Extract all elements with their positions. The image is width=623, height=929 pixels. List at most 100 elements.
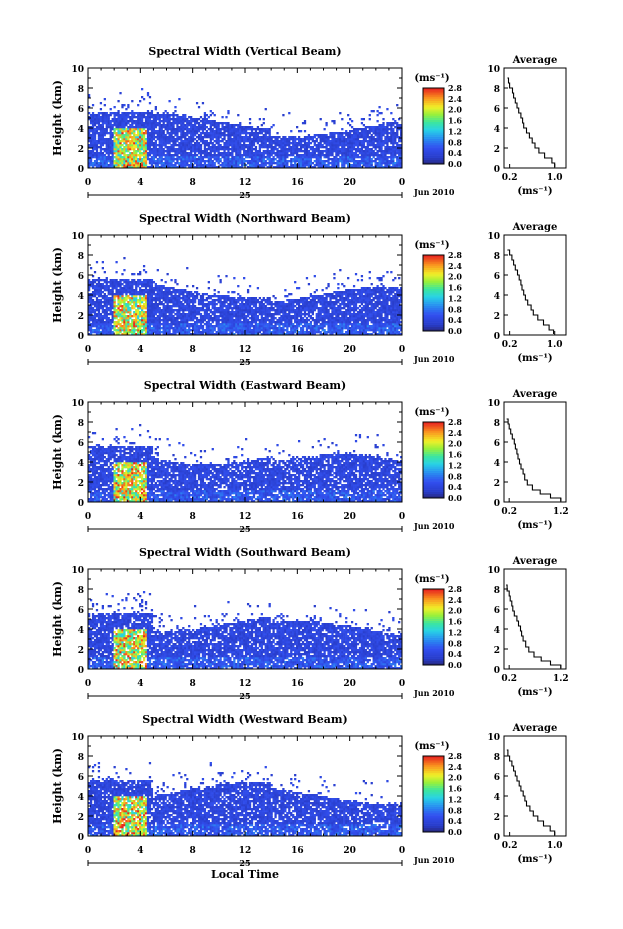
heatmap-cell — [101, 321, 104, 324]
heatmap-cell — [176, 166, 179, 169]
heatmap-cell — [207, 287, 210, 290]
heatmap-cell — [229, 134, 232, 137]
heatmap-cell — [107, 325, 110, 328]
heatmap-cell — [119, 327, 122, 330]
heatmap-cell — [164, 166, 167, 169]
heatmap-cell — [101, 287, 104, 290]
heatmap-cell — [117, 327, 120, 330]
heatmap-cell — [250, 132, 254, 135]
heatmap-cell — [223, 303, 226, 306]
average-y-tick-label: 8 — [494, 85, 500, 95]
heatmap-cell — [142, 122, 146, 125]
heatmap-cell — [178, 148, 181, 151]
heatmap-cell — [97, 164, 101, 167]
heatmap-cell — [203, 146, 207, 149]
heatmap-cell — [135, 152, 138, 155]
heatmap-cell — [315, 162, 318, 165]
heatmap-cell — [276, 164, 279, 167]
heatmap-cell — [154, 305, 157, 308]
heatmap-cell — [384, 130, 387, 133]
heatmap-cell — [160, 323, 163, 326]
heatmap-cell — [223, 305, 226, 308]
heatmap-cell — [327, 136, 330, 139]
heatmap-cell — [131, 156, 134, 159]
heatmap-cell — [150, 279, 154, 282]
heatmap-cell — [262, 134, 265, 137]
heatmap-cell — [221, 319, 224, 322]
heatmap-cell — [299, 148, 303, 151]
heatmap-cell — [172, 297, 175, 300]
heatmap-cell — [364, 136, 367, 139]
heatmap-cell — [146, 118, 150, 121]
heatmap-cell — [207, 136, 210, 139]
heatmap-cell — [227, 152, 230, 155]
heatmap-cell — [350, 126, 354, 129]
heatmap-cell — [223, 164, 226, 167]
heatmap-cell — [400, 164, 403, 167]
heatmap-cell — [390, 148, 393, 151]
heatmap-cell — [400, 166, 403, 169]
heatmap-cell — [225, 140, 228, 143]
heatmap-cell — [95, 319, 99, 322]
heatmap-cell — [384, 140, 387, 143]
heatmap-cell — [156, 315, 159, 318]
heatmap-cell — [250, 128, 254, 131]
heatmap-cell — [313, 134, 316, 137]
heatmap-cell — [370, 152, 373, 155]
heatmap-cell — [97, 140, 101, 143]
heatmap-cell — [388, 152, 391, 155]
heatmap-cell — [115, 158, 118, 161]
heatmap-cell — [256, 156, 260, 159]
heatmap-cell — [176, 144, 179, 147]
heatmap-cell — [364, 148, 367, 151]
heatmap-cell — [158, 154, 161, 157]
heatmap-cell — [207, 152, 210, 155]
heatmap-cell — [376, 162, 379, 165]
colorbar-band — [423, 149, 444, 152]
heatmap-cell — [137, 285, 140, 288]
heatmap-cell — [190, 140, 193, 143]
heatmap-cell — [88, 162, 91, 165]
heatmap-cell — [390, 134, 393, 137]
heatmap-cell — [148, 134, 152, 137]
heatmap-cell — [184, 146, 187, 149]
heatmap-cell — [288, 154, 291, 157]
heatmap-cell — [101, 331, 104, 334]
heatmap-cell — [235, 152, 238, 155]
heatmap-cell — [211, 112, 214, 115]
heatmap-cell — [192, 319, 195, 322]
heatmap-cells — [88, 88, 403, 169]
heatmap-cell — [150, 327, 154, 330]
heatmap-cell — [95, 122, 99, 125]
heatmap-cell — [113, 114, 116, 117]
heatmap-cell — [366, 158, 369, 161]
heatmap-cell — [111, 160, 114, 163]
heatmap-cell — [335, 152, 338, 155]
heatmap-cell — [117, 122, 120, 125]
heatmap-cell — [366, 164, 369, 167]
heatmap-cell — [158, 120, 161, 123]
heatmap-cell — [113, 279, 116, 282]
heatmap-cell — [170, 118, 173, 121]
heatmap-cell — [190, 295, 193, 298]
heatmap-cell — [146, 331, 150, 334]
heatmap-cell — [150, 112, 154, 115]
heatmap-cell — [382, 166, 385, 169]
heatmap-cell — [209, 122, 212, 125]
heatmap-cell — [188, 333, 191, 336]
heatmap-cell — [148, 331, 152, 334]
heatmap-cell — [207, 295, 210, 298]
heatmap-cell — [182, 321, 185, 324]
heatmap-cell — [252, 162, 256, 165]
heatmap-cell — [268, 150, 271, 153]
heatmap-cell — [121, 311, 124, 314]
heatmap-cell — [182, 293, 185, 296]
heatmap-cell — [89, 162, 93, 165]
heatmap-cell — [231, 154, 234, 157]
heatmap-cell — [193, 152, 197, 155]
heatmap-cell — [172, 142, 175, 145]
heatmap-cell — [115, 166, 118, 169]
heatmap-cell — [350, 136, 354, 139]
heatmap-cell — [97, 293, 101, 296]
heatmap-cell — [131, 132, 134, 135]
